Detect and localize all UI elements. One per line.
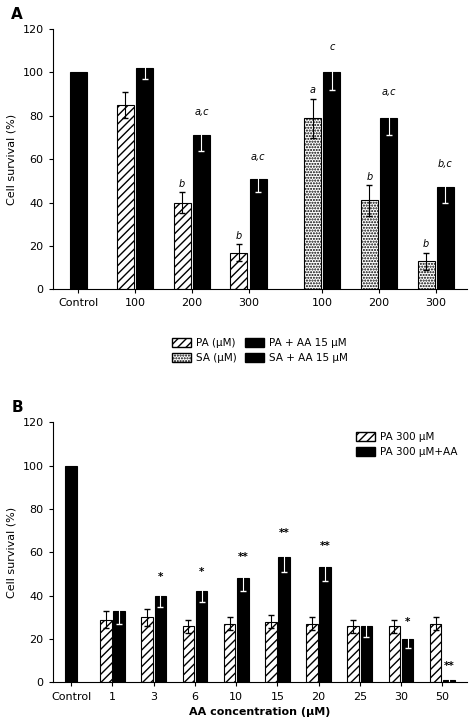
Text: b: b: [236, 231, 242, 240]
Text: **: **: [320, 542, 330, 551]
Bar: [224, 624, 235, 683]
Text: *: *: [157, 571, 163, 581]
Text: **: **: [279, 529, 289, 538]
Y-axis label: Cell survival (%): Cell survival (%): [7, 507, 17, 598]
Bar: [437, 188, 454, 290]
Bar: [319, 568, 331, 683]
Text: a,c: a,c: [251, 153, 265, 162]
Bar: [196, 592, 207, 683]
Text: b: b: [179, 179, 185, 188]
Bar: [173, 203, 191, 290]
Bar: [306, 624, 318, 683]
Bar: [230, 253, 247, 290]
Bar: [443, 681, 455, 683]
Text: a,c: a,c: [194, 107, 209, 117]
Bar: [347, 626, 359, 683]
Text: B: B: [11, 400, 23, 415]
Bar: [136, 68, 153, 290]
Bar: [100, 620, 111, 683]
Bar: [402, 639, 413, 683]
Text: **: **: [444, 660, 454, 670]
Text: c: c: [329, 42, 335, 52]
Text: b: b: [423, 239, 429, 249]
Text: A: A: [11, 7, 23, 22]
Legend: PA (μM), SA (μM), PA + AA 15 μM, SA + AA 15 μM: PA (μM), SA (μM), PA + AA 15 μM, SA + AA…: [168, 334, 352, 368]
Bar: [65, 466, 77, 683]
Bar: [113, 611, 125, 683]
Bar: [265, 622, 276, 683]
Bar: [323, 72, 340, 290]
Bar: [237, 578, 248, 683]
Text: a: a: [310, 85, 316, 96]
Text: **: **: [237, 552, 248, 562]
Bar: [182, 626, 194, 683]
Bar: [278, 557, 290, 683]
Bar: [304, 118, 321, 290]
Y-axis label: Cell survival (%): Cell survival (%): [7, 114, 17, 205]
Text: *: *: [405, 617, 410, 627]
Bar: [141, 618, 153, 683]
Bar: [361, 626, 372, 683]
Text: b,c: b,c: [438, 159, 453, 169]
Bar: [155, 596, 166, 683]
Bar: [430, 624, 441, 683]
Legend: PA 300 μM, PA 300 μM+AA: PA 300 μM, PA 300 μM+AA: [352, 427, 462, 461]
Bar: [380, 118, 397, 290]
Bar: [70, 72, 87, 290]
X-axis label: AA concentration (μM): AA concentration (μM): [189, 707, 330, 717]
Text: b: b: [366, 172, 373, 182]
Bar: [418, 261, 435, 290]
Bar: [117, 105, 134, 290]
Bar: [250, 179, 267, 290]
Text: *: *: [199, 568, 204, 577]
Bar: [361, 201, 378, 290]
Text: a,c: a,c: [382, 88, 396, 98]
Bar: [389, 626, 400, 683]
Bar: [193, 135, 210, 290]
